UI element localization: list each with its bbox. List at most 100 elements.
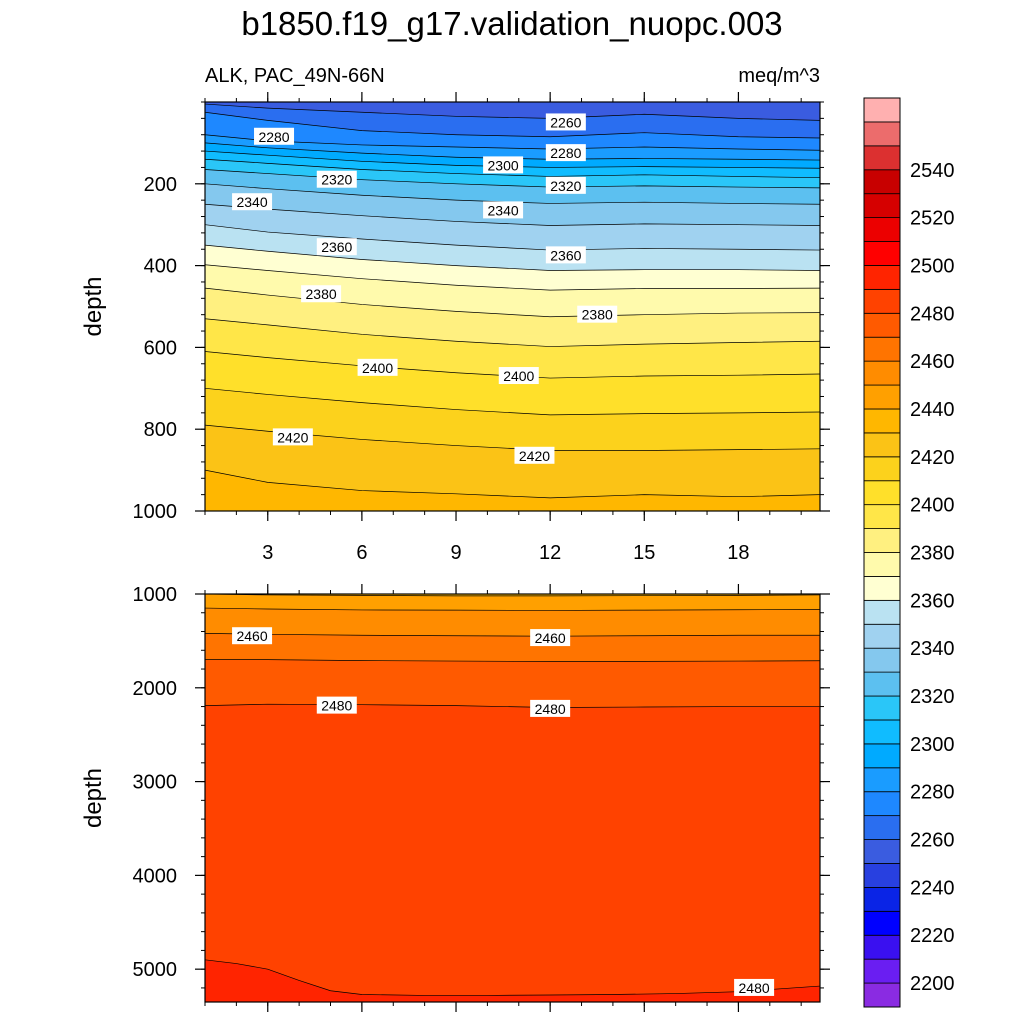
figure-title: b1850.f19_g17.validation_nuopc.003 <box>241 5 782 42</box>
lower-panel: 1000 2000 3000 4000 5000 depth 2460 2460 2480 248… <box>80 584 830 1012</box>
colorbar-swatch <box>863 97 901 123</box>
y-tick-label: 800 <box>144 419 177 441</box>
colorbar-swatch <box>863 504 901 529</box>
y-axis-label: depth <box>80 768 107 828</box>
contour-line-label: 2380 <box>577 305 618 323</box>
contour-label-box <box>357 358 398 376</box>
contour-label-text: 2340 <box>488 202 519 218</box>
y-tick-label: 1000 <box>133 584 178 606</box>
colorbar-tick-label: 2360 <box>910 590 955 612</box>
contour-label-box <box>232 627 273 645</box>
contour-label-text: 2480 <box>321 698 352 714</box>
x-tick-label: 12 <box>539 542 561 564</box>
colorbar-swatch <box>863 121 901 147</box>
y-tick-label: 3000 <box>133 772 178 794</box>
contour-label-text: 2320 <box>321 172 352 188</box>
upper-panel: 200 400 600 800 1000 depth 3 6 9 12 15 18 2260 2280 22… <box>80 92 830 564</box>
contour-line <box>205 103 820 121</box>
y-tick-label: 2000 <box>133 678 178 700</box>
colorbar-swatch <box>863 623 901 649</box>
y-tick-label: 600 <box>144 337 177 359</box>
contour-line <box>205 169 820 189</box>
contour-line <box>205 703 820 708</box>
x-tick-label: 18 <box>727 542 749 564</box>
y-axis-label: depth <box>80 276 107 336</box>
colorbar-swatch <box>863 312 901 338</box>
colorbar-tick-label: 2300 <box>910 734 955 756</box>
colorbar-tick-label: 2200 <box>910 973 955 995</box>
contour-line <box>205 224 820 251</box>
contour-line <box>205 264 820 291</box>
contour-label-text: 2300 <box>488 157 519 173</box>
colorbar-swatch <box>863 886 901 912</box>
contour-label-text: 2480 <box>739 980 770 996</box>
colorbar-swatch <box>863 767 901 793</box>
colorbar-swatch <box>863 671 901 697</box>
contour-label-text: 2260 <box>550 114 581 130</box>
contour-line <box>205 244 820 271</box>
colorbar-swatch <box>863 958 901 984</box>
colorbar-swatch <box>863 193 901 219</box>
contour-line-label: 2300 <box>483 156 524 174</box>
plot-frame <box>204 593 821 1003</box>
colorbar-tick-label: 2280 <box>910 782 955 804</box>
contour-label-box <box>232 193 273 211</box>
colorbar-frame <box>863 97 901 1008</box>
colorbar-tick-label: 2480 <box>910 303 955 325</box>
colorbar-swatch <box>863 265 901 290</box>
contour-line <box>205 287 820 318</box>
contour-line <box>205 633 820 637</box>
colorbar-tick-label: 2320 <box>910 686 955 708</box>
colorbar-tick-label: 2220 <box>910 925 955 947</box>
x-tick-label: 9 <box>450 542 461 564</box>
contour-line-label: 2360 <box>316 238 357 256</box>
contour-label-text: 2380 <box>306 286 337 302</box>
contour-label-text: 2380 <box>582 307 613 323</box>
contour-label-box <box>530 629 571 647</box>
colorbar-swatch <box>863 576 901 601</box>
colorbar-swatch <box>863 910 901 936</box>
contour-line-label: 2400 <box>357 358 398 376</box>
contour-line <box>205 387 820 416</box>
contour-label-box <box>545 176 586 194</box>
contour-label-text: 2320 <box>550 178 581 194</box>
colorbar-tick-label: 2440 <box>910 399 955 421</box>
colorbar-swatch <box>863 839 901 864</box>
colorbar-swatch <box>863 863 901 888</box>
contour-line <box>205 659 820 662</box>
colorbar-tick-label: 2240 <box>910 877 955 899</box>
plot-frame <box>204 101 821 512</box>
contour-label-text: 2400 <box>362 360 393 376</box>
colorbar-swatch <box>863 288 901 314</box>
contour-line <box>205 318 820 347</box>
x-tick-label: 15 <box>633 542 655 564</box>
y-tick-label: 400 <box>144 256 177 278</box>
contour-line <box>205 959 820 996</box>
contour-label-box <box>301 285 342 303</box>
contour-label-box <box>254 127 295 145</box>
contour-label-box <box>734 978 775 996</box>
colorbar-swatch <box>863 791 901 817</box>
contour-label-text: 2400 <box>503 368 534 384</box>
contour-label-box <box>483 156 524 174</box>
colorbar-swatch <box>863 408 901 434</box>
contour-line-label: 2460 <box>530 629 571 647</box>
contour-line-label: 2480 <box>530 699 571 717</box>
contour-label-box <box>545 246 586 264</box>
contour-label-text: 2460 <box>535 630 566 646</box>
colorbar-tick-label: 2500 <box>910 255 955 277</box>
contour-label-text: 2360 <box>550 247 581 263</box>
colorbar-tick-label: 2540 <box>910 160 955 182</box>
colorbar-tick-label: 2340 <box>910 638 955 660</box>
contour-line <box>205 469 820 499</box>
colorbar-swatch <box>863 934 901 960</box>
contour-band <box>205 959 820 1002</box>
variable-label: ALK, PAC_49N-66N <box>205 65 385 87</box>
units-label: meq/m^3 <box>738 65 820 87</box>
contour-line-label: 2260 <box>545 113 586 131</box>
contour-band <box>205 425 820 511</box>
contour-label-text: 2340 <box>236 194 267 210</box>
colorbar-swatch <box>863 241 901 266</box>
y-tick-label: 4000 <box>133 865 178 887</box>
x-tick-label: 3 <box>262 542 273 564</box>
